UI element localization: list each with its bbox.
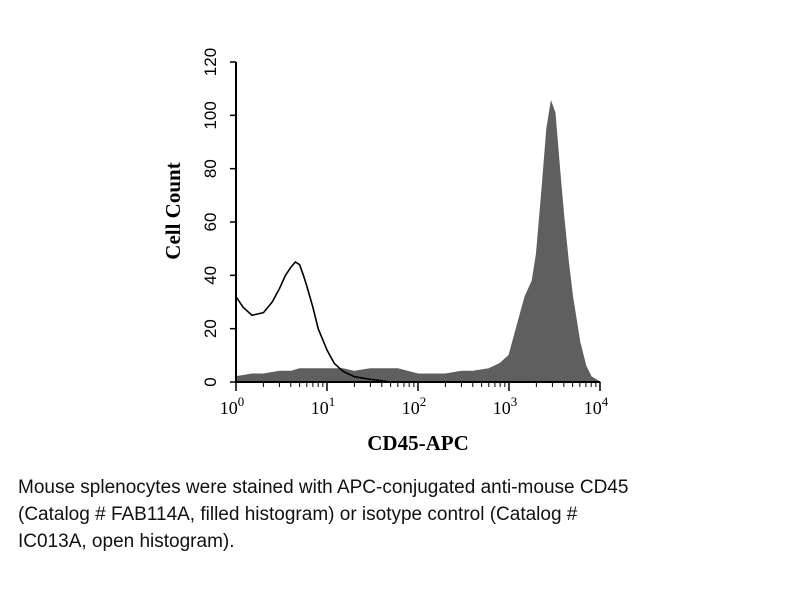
y-tick-label: 120: [201, 48, 220, 76]
y-axis-label: Cell Count: [161, 162, 185, 259]
y-tick-label: 80: [201, 159, 220, 178]
x-tick-label: 104: [584, 394, 609, 418]
open-histogram-series: [235, 260, 418, 383]
y-tick-label: 0: [201, 377, 220, 386]
y-tick-label: 40: [201, 266, 220, 285]
x-tick-label: 103: [493, 394, 518, 418]
axes: 0 20 40 60 80 100 120 100 101 102 103 104: [201, 48, 609, 418]
plot-area: [235, 100, 602, 383]
y-tick-label: 60: [201, 213, 220, 232]
x-tick-label: 102: [402, 394, 427, 418]
y-tick-label: 100: [201, 101, 220, 129]
x-tick-label: 100: [220, 394, 245, 418]
x-axis-label: CD45-APC: [367, 431, 468, 455]
filled-histogram-series: [235, 100, 602, 383]
figure-caption: Mouse splenocytes were stained with APC-…: [18, 477, 629, 552]
x-tick-label: 101: [311, 394, 336, 418]
y-tick-label: 20: [201, 319, 220, 338]
